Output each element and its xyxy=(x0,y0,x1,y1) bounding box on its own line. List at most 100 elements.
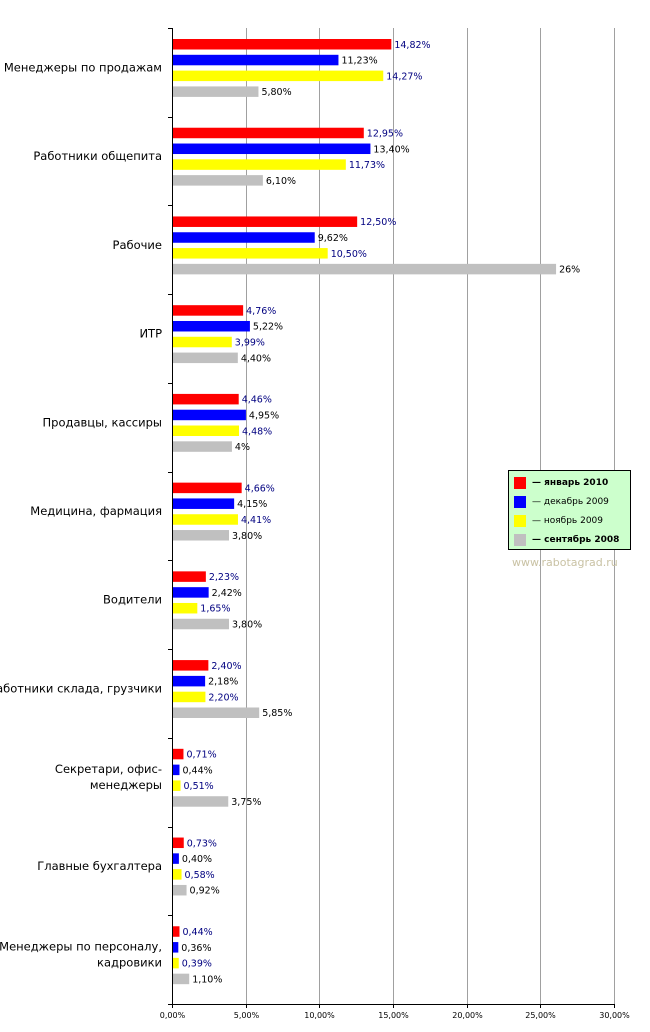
legend-item-dec-2009: — декабрь 2009 xyxy=(514,492,630,511)
x-tick-label: 0,00% xyxy=(160,1011,186,1020)
legend-swatch-yellow xyxy=(514,514,526,527)
category-label: Медицина, фармация xyxy=(30,504,162,518)
axes: 0,00% 5,00% 10,00% 15,00% 20,00% 25,00% 30,00% xyxy=(160,28,630,1020)
bar xyxy=(173,675,206,687)
data-label: 4,40% xyxy=(241,353,271,364)
data-label: 4,95% xyxy=(249,410,279,421)
bar xyxy=(173,393,239,405)
category-label: кадровики xyxy=(97,956,162,970)
data-label: 1,65% xyxy=(200,604,230,615)
bar xyxy=(173,54,339,66)
bar xyxy=(173,748,184,760)
x-tick-label: 15,00% xyxy=(378,1011,409,1020)
category-label: Водители xyxy=(103,593,162,607)
data-label: 0,44% xyxy=(182,927,212,938)
bar xyxy=(173,409,246,421)
bar xyxy=(173,837,184,849)
legend-item-jan-2010: — январь 2010 xyxy=(514,473,630,492)
category-label: Менеджеры по персоналу, xyxy=(0,940,162,954)
bar xyxy=(173,514,238,525)
data-label: 0,58% xyxy=(185,870,215,881)
bar xyxy=(173,352,238,364)
bar xyxy=(173,618,229,630)
bars xyxy=(173,39,557,985)
bar xyxy=(173,571,206,582)
bar xyxy=(173,263,557,275)
bar xyxy=(173,530,229,541)
data-label: 10,50% xyxy=(331,249,367,260)
data-label: 2,18% xyxy=(208,677,238,688)
data-label: 0,92% xyxy=(190,886,220,897)
bar xyxy=(173,482,242,494)
category-label: Работники общепита xyxy=(33,149,162,163)
bar xyxy=(173,39,392,50)
data-label: 0,39% xyxy=(182,959,212,970)
legend-swatch-gray xyxy=(514,533,526,546)
data-label: 12,95% xyxy=(367,128,403,139)
legend: — январь 2010 — декабрь 2009 — ноябрь 20… xyxy=(508,470,631,550)
category-label: Главные бухгалтера xyxy=(37,859,162,873)
bar xyxy=(173,926,180,937)
bar xyxy=(173,957,179,969)
data-label: 0,36% xyxy=(181,943,211,954)
data-label: 5,80% xyxy=(261,87,291,98)
bar xyxy=(173,691,206,703)
bar xyxy=(173,70,384,82)
legend-label: — сентябрь 2008 xyxy=(532,534,620,545)
data-label: 4,46% xyxy=(242,395,272,406)
data-label: 2,42% xyxy=(212,588,242,599)
data-label: 0,71% xyxy=(186,750,216,761)
legend-label: — январь 2010 xyxy=(532,477,609,488)
data-label: 11,23% xyxy=(341,56,377,67)
bar xyxy=(173,707,260,718)
bar xyxy=(173,336,232,348)
bar xyxy=(173,498,235,509)
category-label: Секретари, офис- xyxy=(55,762,162,776)
data-label: 3,80% xyxy=(232,531,262,542)
bar xyxy=(173,602,198,614)
legend-label: — декабрь 2009 xyxy=(532,496,609,507)
legend-item-sep-2008: — сентябрь 2008 xyxy=(514,530,630,549)
data-label: 4,15% xyxy=(237,499,267,510)
bar xyxy=(173,248,328,259)
data-label: 4,76% xyxy=(246,306,276,317)
category-label: Рабочие xyxy=(113,238,162,252)
bar xyxy=(173,305,244,316)
bar xyxy=(173,780,181,791)
bar xyxy=(173,884,187,896)
x-tick-label: 5,00% xyxy=(234,1011,260,1020)
bar xyxy=(173,764,180,776)
data-label: 11,73% xyxy=(349,160,385,171)
value-labels: 14,82% 11,23% 14,27% 5,80% 12,95% 13,40% 11,73… xyxy=(181,40,580,986)
bar xyxy=(173,86,259,97)
legend-swatch-red xyxy=(514,476,526,489)
bar xyxy=(173,973,190,985)
data-label: 4% xyxy=(235,442,250,453)
bar xyxy=(173,660,209,671)
data-label: 4,41% xyxy=(241,515,271,526)
x-tick-label: 25,00% xyxy=(525,1011,556,1020)
data-label: 0,40% xyxy=(182,854,212,865)
bar xyxy=(173,853,179,864)
data-label: 4,48% xyxy=(242,426,272,437)
data-label: 6,10% xyxy=(266,176,296,187)
data-label: 12,50% xyxy=(360,217,396,228)
data-label: 3,80% xyxy=(232,620,262,631)
bar xyxy=(173,425,240,437)
category-label: менеджеры xyxy=(90,778,162,792)
data-label: 0,44% xyxy=(182,765,212,776)
bar xyxy=(173,587,209,598)
data-label: 0,73% xyxy=(187,838,217,849)
data-label: 0,51% xyxy=(184,781,214,792)
data-label: 3,75% xyxy=(231,797,261,808)
x-tick-label: 10,00% xyxy=(304,1011,335,1020)
category-label: ИТР xyxy=(139,327,162,341)
data-label: 9,62% xyxy=(318,233,348,244)
bar xyxy=(173,127,364,139)
x-tick-label: 20,00% xyxy=(452,1011,483,1020)
category-labels: Менеджеры по продажам Работники общепита Р… xyxy=(0,60,162,969)
bar xyxy=(173,320,250,332)
data-label: 5,22% xyxy=(253,322,283,333)
data-label: 2,40% xyxy=(211,661,241,672)
bar xyxy=(173,942,179,953)
